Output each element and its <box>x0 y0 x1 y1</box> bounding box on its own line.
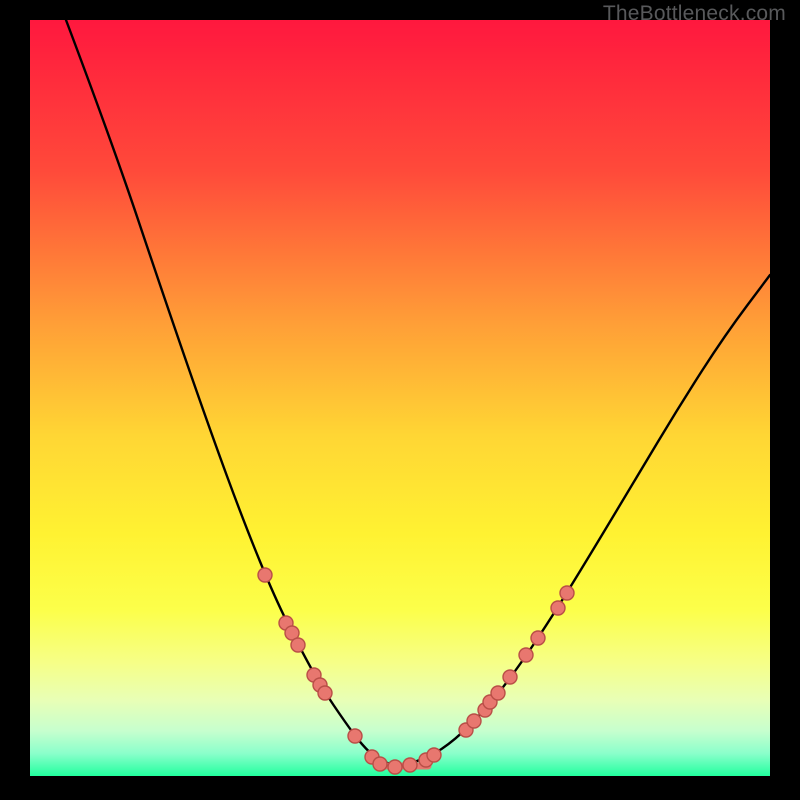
marker-dot <box>503 670 517 684</box>
chart-stage: TheBottleneck.com <box>0 0 800 800</box>
marker-dot <box>551 601 565 615</box>
marker-dot <box>388 760 402 774</box>
marker-dot <box>560 586 574 600</box>
marker-dot <box>291 638 305 652</box>
marker-dot <box>348 729 362 743</box>
marker-dot <box>531 631 545 645</box>
marker-dot <box>467 714 481 728</box>
marker-dot <box>318 686 332 700</box>
marker-dot <box>403 758 417 772</box>
plot-background <box>30 20 770 776</box>
marker-dot <box>427 748 441 762</box>
chart-svg <box>0 0 800 800</box>
watermark-text: TheBottleneck.com <box>603 2 786 26</box>
marker-dot <box>519 648 533 662</box>
marker-dot <box>258 568 272 582</box>
marker-dot <box>373 757 387 771</box>
marker-dot <box>491 686 505 700</box>
